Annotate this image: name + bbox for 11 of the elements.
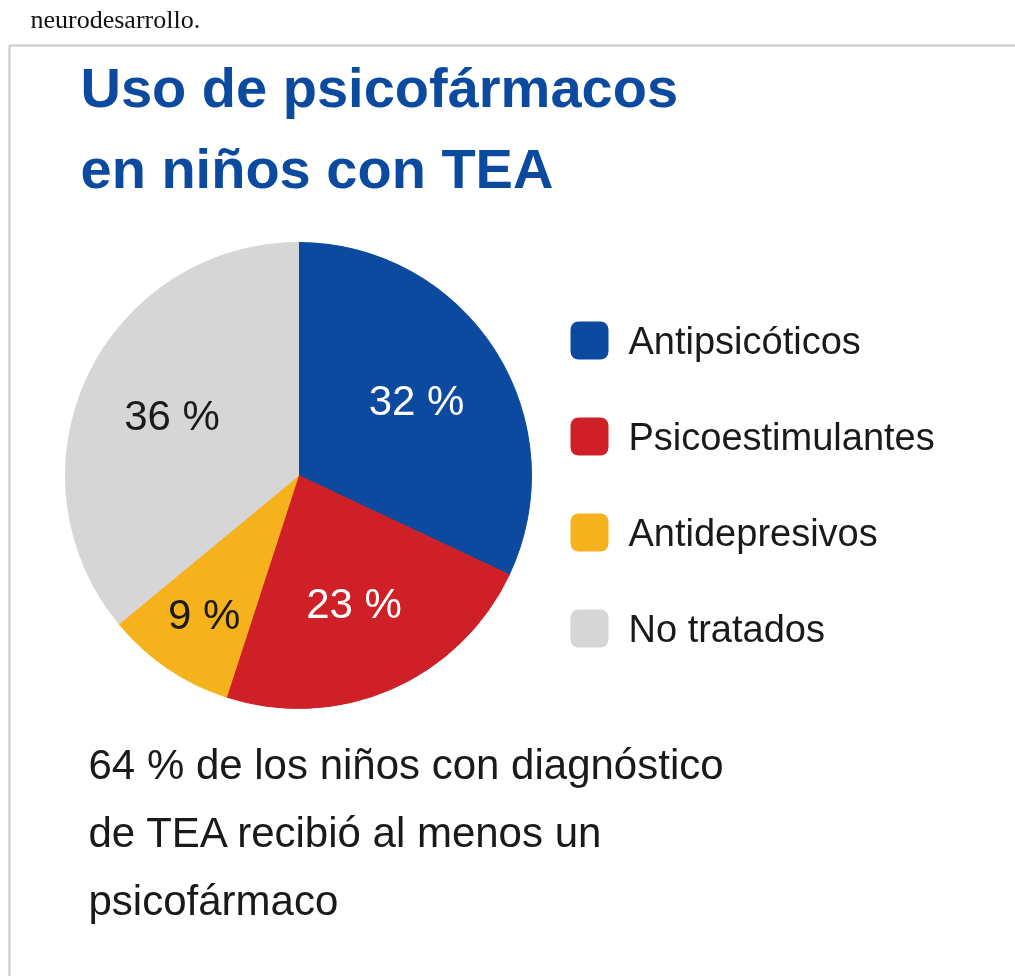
data-label: 9 %	[168, 590, 241, 638]
text: neurodesarrollo.	[30, 4, 201, 34]
data-label: 32 %	[368, 377, 465, 425]
chart-title: Uso de psicofármacos en niños con TEA	[80, 55, 679, 201]
legend-label: Antipsicóticos	[628, 319, 861, 362]
data-label: 36 %	[124, 392, 220, 440]
legend-label: Psicoestimulantes	[628, 415, 935, 458]
legend-label: Antidepresivos	[628, 511, 878, 554]
data-label: 23 %	[306, 580, 402, 628]
text: 64 % de los niños con diagnóstico de TEA recibió al menos un psicofármaco	[88, 740, 724, 924]
legend-label: No tratados	[628, 607, 825, 650]
